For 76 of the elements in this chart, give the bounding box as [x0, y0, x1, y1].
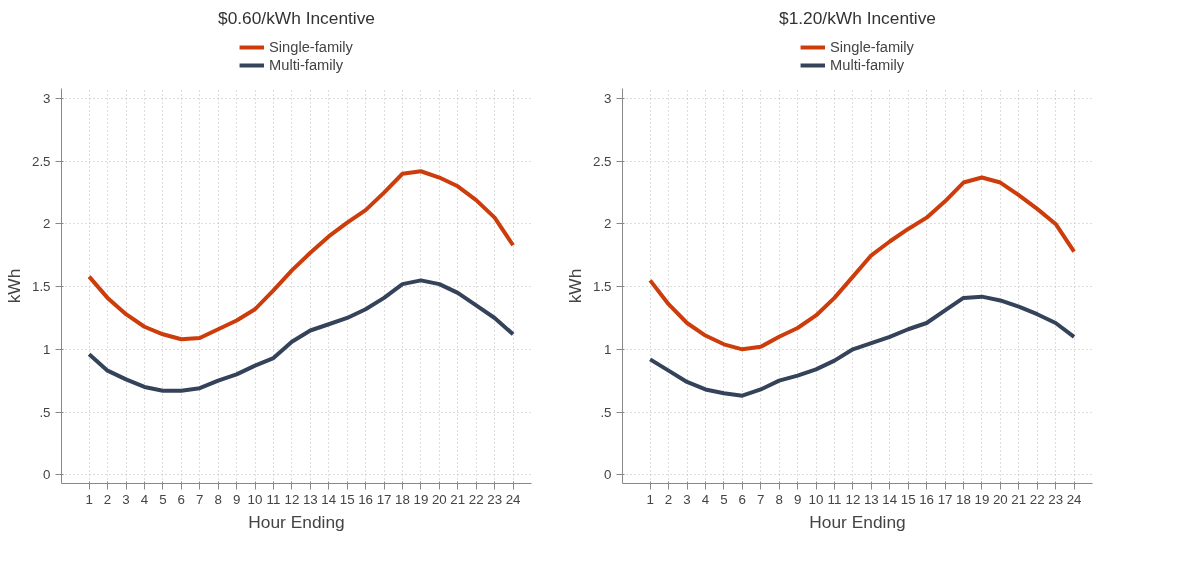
x-tick-label: 4	[140, 491, 149, 507]
x-tick-label: 23	[1048, 491, 1064, 507]
chart-title: $0.60/kWh Incentive	[218, 7, 376, 28]
x-tick-label: 10	[808, 491, 824, 507]
x-tick-label: 8	[214, 491, 222, 507]
x-tick-label: 5	[159, 491, 167, 507]
y-tick-label: 2	[604, 216, 612, 232]
x-tick-label: 4	[701, 491, 710, 507]
x-tick-label: 7	[196, 491, 204, 507]
x-tick-label: 14	[321, 491, 337, 507]
x-tick-label: 6	[738, 491, 747, 507]
x-tick-label: 15	[339, 491, 355, 507]
x-tick-label: 9	[232, 491, 241, 507]
legend-label: Single-family	[269, 38, 353, 56]
x-tick-label: 5	[720, 491, 728, 507]
y-tick-label: 1	[43, 341, 51, 357]
y-tick-label: 0	[604, 467, 612, 483]
legend-label: Multi-family	[269, 56, 344, 74]
legend-label: Multi-family	[830, 56, 905, 74]
x-tick-label: 2	[664, 491, 673, 507]
x-tick-label: 21	[1011, 491, 1027, 507]
x-tick-label: 18	[395, 491, 410, 507]
x-tick-label: 24	[1066, 491, 1083, 507]
y-tick-label: 2	[43, 216, 51, 232]
x-tick-label: 19	[413, 491, 429, 507]
x-tick-label: 15	[900, 491, 916, 507]
x-tick-label: 22	[468, 491, 484, 507]
line-series	[648, 175, 1077, 352]
x-tick-label: 22	[1029, 491, 1045, 507]
y-tick-label: 2.5	[31, 153, 51, 169]
line-series	[87, 169, 516, 342]
x-tick-label: 10	[247, 491, 263, 507]
x-tick-label: 11	[827, 491, 842, 507]
chart-title: $1.20/kWh Incentive	[779, 7, 937, 28]
x-tick-label: 21	[450, 491, 466, 507]
y-axis-title: kWh	[564, 268, 585, 304]
x-tick-label: 16	[358, 491, 374, 507]
y-tick-label: 3	[604, 91, 612, 107]
x-tick-label: 13	[863, 491, 879, 507]
x-tick-label: 9	[793, 491, 802, 507]
line-series	[648, 294, 1077, 398]
x-tick-label: 13	[302, 491, 318, 507]
y-tick-label: .5	[600, 404, 612, 420]
y-tick-label: 0	[43, 467, 51, 483]
x-tick-label: 17	[937, 491, 953, 507]
y-tick-label: 3	[43, 91, 51, 107]
x-tick-label: 19	[974, 491, 990, 507]
y-tick-label: 1.5	[592, 279, 612, 295]
y-axis-title: kWh	[3, 268, 24, 304]
x-axis-title: Hour Ending	[248, 511, 345, 532]
x-tick-label: 2	[103, 491, 112, 507]
x-tick-label: 1	[85, 491, 93, 507]
x-tick-label: 3	[683, 491, 691, 507]
y-tick-label: 2.5	[592, 153, 612, 169]
x-tick-label: 11	[266, 491, 281, 507]
x-tick-label: 24	[505, 491, 522, 507]
x-tick-label: 20	[992, 491, 1008, 507]
x-tick-label: 23	[487, 491, 503, 507]
y-tick-label: 1	[604, 341, 612, 357]
y-tick-label: .5	[39, 404, 51, 420]
x-tick-label: 1	[646, 491, 654, 507]
x-tick-label: 18	[956, 491, 971, 507]
y-tick-label: 1.5	[31, 279, 51, 295]
x-tick-label: 14	[882, 491, 898, 507]
x-tick-label: 20	[431, 491, 447, 507]
x-tick-label: 16	[919, 491, 935, 507]
x-tick-label: 12	[845, 491, 861, 507]
x-tick-label: 3	[122, 491, 130, 507]
x-tick-label: 8	[775, 491, 783, 507]
line-series	[87, 278, 516, 393]
x-tick-label: 6	[177, 491, 186, 507]
x-axis-title: Hour Ending	[809, 511, 906, 532]
legend-label: Single-family	[830, 38, 914, 56]
x-tick-label: 12	[284, 491, 300, 507]
x-tick-label: 7	[757, 491, 765, 507]
x-tick-label: 17	[376, 491, 392, 507]
